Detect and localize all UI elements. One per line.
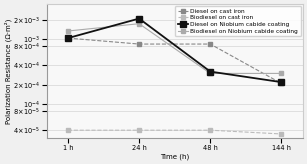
Diesel on Niobium cabide coating	[66, 37, 70, 39]
Diesel on Niobium cabide coating	[208, 71, 212, 73]
Biodiesel on Niobium cabide coating	[280, 72, 283, 74]
Biodiesel on cast iron	[280, 133, 283, 135]
X-axis label: Time (h): Time (h)	[160, 153, 189, 160]
Biodiesel on Niobium cabide coating	[208, 72, 212, 74]
Diesel on cast iron	[208, 43, 212, 45]
Legend: Diesel on cast iron, Biodiesel on cast iron, Diesel on Niobium cabide coating, B: Diesel on cast iron, Biodiesel on cast i…	[175, 6, 301, 36]
Biodiesel on cast iron	[66, 129, 70, 131]
Line: Diesel on cast iron: Diesel on cast iron	[66, 36, 284, 86]
Diesel on cast iron	[280, 82, 283, 84]
Line: Biodiesel on cast iron: Biodiesel on cast iron	[66, 128, 284, 136]
Line: Biodiesel on Niobium cabide coating: Biodiesel on Niobium cabide coating	[66, 22, 284, 75]
Diesel on Niobium cabide coating	[280, 81, 283, 83]
Diesel on Niobium cabide coating	[137, 18, 141, 20]
Line: Diesel on Niobium cabide coating: Diesel on Niobium cabide coating	[65, 16, 284, 85]
Biodiesel on cast iron	[208, 129, 212, 131]
Diesel on cast iron	[66, 37, 70, 39]
Biodiesel on cast iron	[137, 129, 141, 131]
Diesel on cast iron	[137, 43, 141, 45]
Y-axis label: Polarization Resistance (Ω·m²): Polarization Resistance (Ω·m²)	[4, 19, 12, 124]
Biodiesel on Niobium cabide coating	[137, 23, 141, 25]
Biodiesel on Niobium cabide coating	[66, 30, 70, 32]
